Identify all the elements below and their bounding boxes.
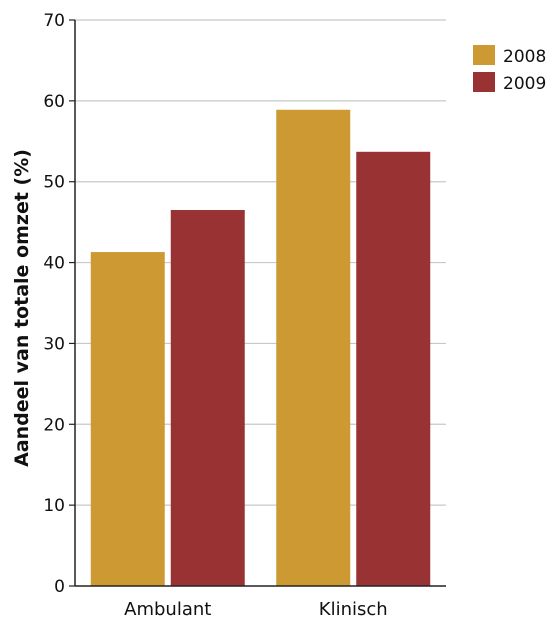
legend-label-2009: 2009 — [503, 74, 546, 94]
bar-ambulant-2009 — [170, 210, 245, 586]
legend: 2008 2009 — [473, 45, 546, 94]
y-tick-label: 70 — [43, 11, 65, 31]
axes — [74, 20, 446, 587]
x-tick-labels: Ambulant Klinisch — [124, 599, 388, 620]
y-tick-label: 10 — [43, 496, 65, 516]
bars — [90, 109, 431, 586]
y-tick-label: 30 — [43, 334, 65, 354]
y-tick-label: 40 — [43, 254, 65, 274]
bar-klinisch-2008 — [276, 109, 351, 586]
legend-swatch-2009 — [473, 72, 495, 92]
legend-swatch-2008 — [473, 45, 495, 65]
y-tick-labels: 0 10 20 30 40 50 60 70 — [43, 11, 75, 597]
x-tick-label: Ambulant — [124, 599, 211, 620]
y-axis-title: Aandeel van totale omzet (%) — [11, 149, 33, 467]
y-tick-label: 0 — [54, 577, 65, 597]
bar-ambulant-2008 — [90, 252, 165, 586]
legend-label-2008: 2008 — [503, 47, 546, 67]
x-tick-label: Klinisch — [319, 599, 388, 620]
y-tick-label: 60 — [43, 92, 65, 112]
y-tick-label: 20 — [43, 415, 65, 435]
bar-klinisch-2009 — [356, 151, 431, 586]
y-tick-label: 50 — [43, 173, 65, 193]
